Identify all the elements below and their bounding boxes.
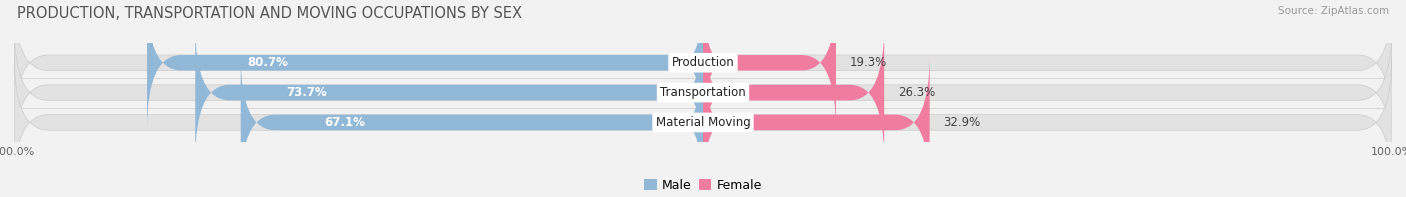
Text: 80.7%: 80.7% (247, 56, 288, 69)
FancyBboxPatch shape (195, 26, 703, 159)
Text: Source: ZipAtlas.com: Source: ZipAtlas.com (1278, 6, 1389, 16)
FancyBboxPatch shape (14, 56, 1392, 189)
FancyBboxPatch shape (14, 26, 1392, 159)
FancyBboxPatch shape (240, 56, 703, 189)
Text: 19.3%: 19.3% (849, 56, 887, 69)
FancyBboxPatch shape (14, 0, 1392, 130)
Text: 26.3%: 26.3% (898, 86, 935, 99)
Text: Production: Production (672, 56, 734, 69)
FancyBboxPatch shape (703, 0, 837, 130)
Text: Transportation: Transportation (661, 86, 745, 99)
Text: 67.1%: 67.1% (323, 116, 364, 129)
Text: Material Moving: Material Moving (655, 116, 751, 129)
Text: PRODUCTION, TRANSPORTATION AND MOVING OCCUPATIONS BY SEX: PRODUCTION, TRANSPORTATION AND MOVING OC… (17, 6, 522, 21)
Legend: Male, Female: Male, Female (640, 174, 766, 197)
FancyBboxPatch shape (703, 56, 929, 189)
FancyBboxPatch shape (148, 0, 703, 130)
Text: 73.7%: 73.7% (287, 86, 328, 99)
Text: 32.9%: 32.9% (943, 116, 981, 129)
FancyBboxPatch shape (703, 26, 884, 159)
